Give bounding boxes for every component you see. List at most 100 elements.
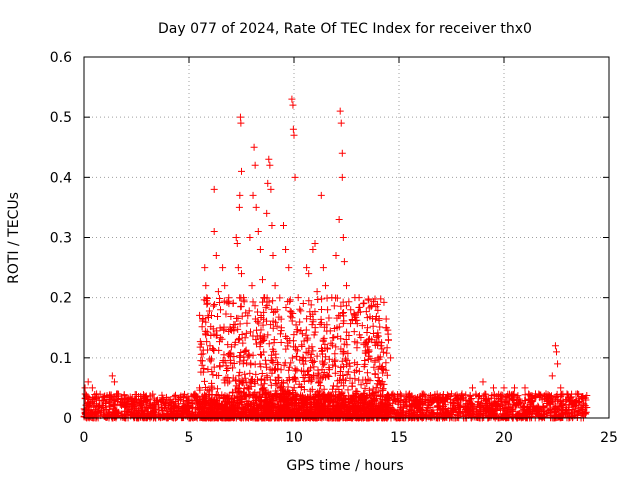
- background-point: [410, 400, 418, 408]
- active-point: [240, 378, 248, 386]
- active-point: [214, 312, 222, 320]
- active-point: [315, 378, 323, 386]
- active-point: [234, 412, 242, 420]
- active-point: [263, 302, 271, 310]
- background-point: [540, 395, 548, 403]
- data-point: [553, 348, 560, 356]
- active-point: [371, 339, 379, 347]
- background-point: [107, 393, 115, 401]
- background-point: [157, 404, 165, 412]
- active-point: [217, 411, 225, 419]
- data-point: [385, 336, 392, 344]
- data-point: [246, 234, 254, 241]
- active-point: [382, 399, 390, 407]
- data-point: [84, 378, 92, 386]
- active-point: [236, 358, 244, 366]
- active-point: [355, 367, 363, 375]
- background-point: [90, 403, 98, 411]
- active-point: [252, 370, 260, 378]
- active-point: [310, 398, 318, 406]
- active-point: [225, 350, 233, 358]
- background-point: [192, 397, 200, 405]
- active-point: [323, 327, 331, 335]
- active-point: [284, 383, 292, 391]
- y-tick-label: 0.5: [50, 110, 72, 126]
- background-point: [433, 395, 441, 403]
- active-point: [319, 359, 327, 367]
- background-point: [149, 390, 157, 398]
- active-point: [210, 403, 218, 411]
- background-point: [573, 410, 581, 418]
- background-point: [166, 410, 174, 418]
- data-point: [309, 246, 317, 254]
- data-point: [551, 342, 559, 350]
- active-point: [276, 330, 284, 338]
- background-point: [539, 413, 547, 421]
- active-point: [362, 308, 370, 316]
- active-point: [291, 373, 299, 381]
- data-point: [280, 221, 287, 229]
- data-point: [267, 185, 275, 193]
- background-point: [100, 407, 108, 415]
- data-point: [364, 324, 371, 332]
- background-point: [508, 407, 516, 415]
- active-point: [300, 395, 308, 403]
- background-point: [454, 404, 462, 412]
- active-point: [245, 350, 253, 358]
- active-point: [376, 381, 384, 389]
- active-point: [225, 412, 233, 420]
- active-point: [298, 341, 306, 349]
- active-point: [306, 374, 314, 382]
- active-point: [314, 379, 322, 387]
- data-point: [469, 384, 476, 392]
- data-point: [500, 384, 508, 392]
- active-point: [247, 361, 255, 369]
- active-point: [325, 402, 333, 410]
- active-point: [269, 317, 277, 325]
- active-point: [332, 404, 340, 412]
- background-point: [128, 400, 136, 408]
- active-point: [344, 349, 352, 357]
- active-point: [259, 298, 267, 306]
- active-point: [374, 377, 382, 385]
- background-point: [388, 391, 396, 399]
- active-point: [232, 382, 240, 390]
- data-point: [343, 282, 350, 290]
- active-point: [351, 410, 359, 418]
- y-tick-label: 0.1: [50, 351, 72, 367]
- active-point: [361, 356, 369, 364]
- background-point: [580, 400, 588, 408]
- active-point: [280, 388, 288, 396]
- active-point: [321, 340, 329, 348]
- background-point: [397, 391, 405, 399]
- data-point: [232, 234, 240, 241]
- active-point: [205, 411, 213, 419]
- background-point: [393, 394, 401, 402]
- active-point: [353, 320, 361, 328]
- active-point: [292, 353, 300, 361]
- data-point: [294, 294, 302, 302]
- active-point: [377, 364, 385, 372]
- active-point: [327, 339, 335, 347]
- background-point: [430, 413, 438, 421]
- active-point: [207, 323, 215, 331]
- background-point: [497, 397, 505, 405]
- background-point: [99, 404, 107, 412]
- data-point: [359, 300, 367, 308]
- data-point: [324, 306, 332, 314]
- active-point: [364, 348, 372, 356]
- active-point: [242, 329, 250, 337]
- data-point: [582, 396, 590, 404]
- active-point: [273, 359, 281, 367]
- active-point: [340, 348, 348, 356]
- active-point: [304, 370, 312, 378]
- active-point: [238, 398, 246, 406]
- active-point: [210, 346, 218, 354]
- active-point: [265, 401, 273, 409]
- data-point: [427, 396, 434, 404]
- active-point: [367, 407, 375, 415]
- active-point: [247, 377, 255, 385]
- active-point: [202, 318, 210, 326]
- active-point: [255, 393, 263, 401]
- active-point: [206, 395, 214, 403]
